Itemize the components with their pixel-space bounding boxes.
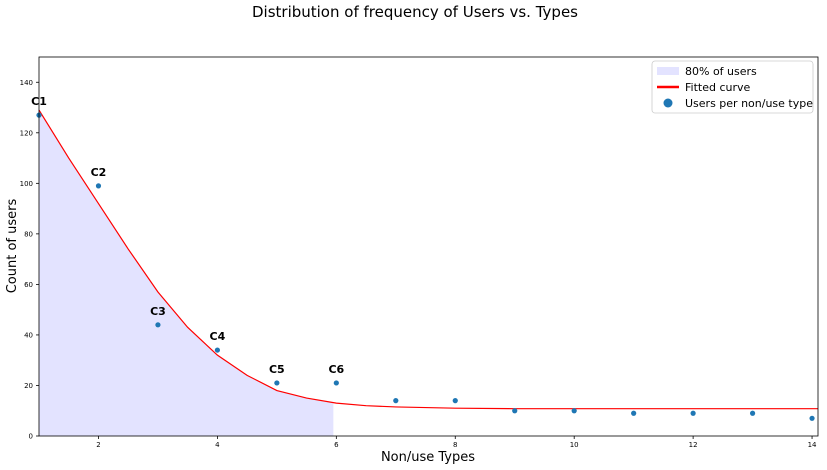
x-tick-label: 8 [453, 441, 457, 449]
y-tick-label: 60 [24, 281, 33, 289]
point-annotation: C6 [328, 363, 344, 376]
point-annotation: C3 [150, 305, 166, 318]
scatter-point [214, 347, 220, 353]
x-tick-label: 2 [96, 441, 100, 449]
x-tick-label: 4 [215, 441, 220, 449]
scatter-point [512, 408, 518, 414]
y-tick-label: 100 [20, 180, 33, 188]
y-tick-label: 20 [24, 382, 33, 390]
scatter-point [690, 410, 696, 416]
scatter-point [333, 380, 339, 386]
y-tick-label: 140 [20, 79, 33, 87]
legend-swatch-point [663, 98, 673, 108]
y-tick-label: 120 [20, 129, 33, 137]
legend-swatch-area [657, 67, 679, 75]
legend-label: Users per non/use type [685, 97, 813, 110]
scatter-point [749, 410, 756, 416]
legend-box [651, 60, 814, 114]
y-tick-label: 40 [24, 331, 33, 339]
point-annotation: C5 [269, 363, 285, 376]
point-annotation: C2 [91, 166, 107, 179]
x-tick-label: 12 [689, 441, 698, 449]
point-annotation: C4 [210, 330, 226, 343]
x-tick-label: 6 [334, 441, 339, 449]
scatter-point [155, 322, 161, 328]
y-tick-label: 80 [24, 230, 33, 238]
scatter-point [95, 183, 102, 189]
scatter-point [571, 408, 577, 414]
plot-frame [38, 56, 819, 437]
y-tick-label: 0 [29, 433, 33, 441]
x-tick-label: 10 [570, 441, 579, 449]
area-80-percent [39, 110, 334, 436]
legend-label: 80% of users [685, 65, 757, 78]
x-tick-label: 14 [808, 441, 817, 449]
scatter-point [809, 415, 815, 421]
scatter-point [393, 398, 399, 404]
scatter-point [274, 380, 280, 386]
fitted-curve-line [38, 109, 818, 410]
legend: 80% of users Fitted curve Users per non/us… [651, 60, 814, 114]
scatter-point [631, 410, 637, 416]
chart-title: Distribution of frequency of Users vs. T… [252, 3, 578, 21]
y-axis-label: Count of users [5, 199, 20, 294]
scatter-point [452, 398, 458, 404]
legend-label: Fitted curve [685, 81, 751, 94]
x-axis-label: Non/use Types [381, 450, 475, 465]
